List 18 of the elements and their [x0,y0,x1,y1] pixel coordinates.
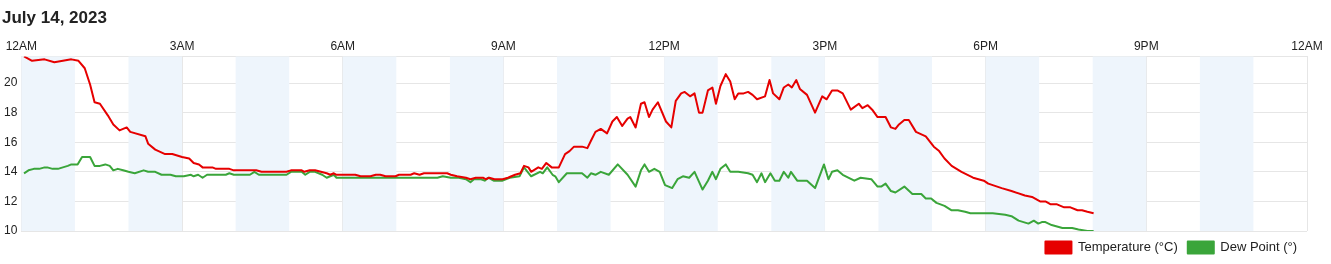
y-tick-label: 12 [3,193,18,208]
chart-title: July 14, 2023 [2,8,107,28]
x-tick-label: 9AM [491,38,516,53]
x-tick-label: 6AM [330,38,356,53]
x-tick-label: 12AM [1291,38,1323,53]
y-tick-label: 10 [3,223,18,238]
x-tick-label: 12PM [648,38,680,53]
x-tick-label: 12AM [5,38,38,53]
x-tick-label: 3PM [812,38,838,53]
y-tick-label: 20 [3,75,18,90]
x-tick-label: 3AM [169,38,195,53]
y-tick-label: 14 [3,164,18,179]
legend-label: Dew Point (°) [1220,239,1297,255]
y-tick-label: 18 [3,104,18,119]
x-tick-label: 9PM [1133,38,1159,53]
legend-label: Temperature (°C) [1077,239,1178,255]
x-tick-label: 6PM [973,38,998,53]
y-tick-label: 16 [3,134,18,149]
